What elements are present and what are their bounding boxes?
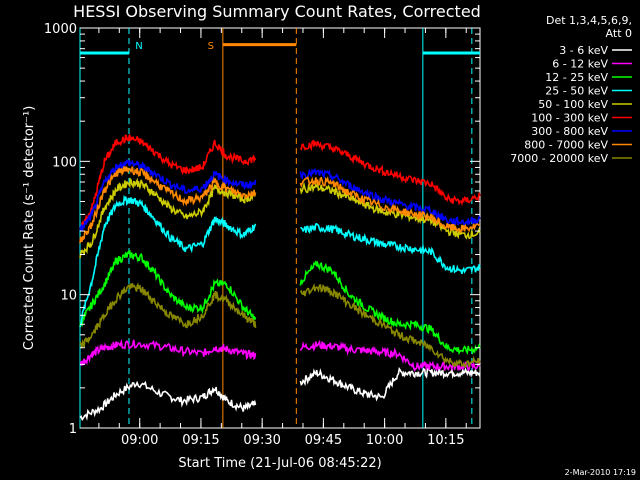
legend-label: 800 - 7000 keV xyxy=(524,139,608,152)
legend-label: 12 - 25 keV xyxy=(545,71,608,84)
legend-label: 7000 - 20000 keV xyxy=(510,152,608,165)
y-tick-label: 1000 xyxy=(44,22,77,37)
y-tick-label: 10 xyxy=(60,289,77,304)
series-line-8-before-gap xyxy=(79,282,257,349)
x-axis-label: Start Time (21-Jul-06 08:45:22) xyxy=(178,456,381,471)
series-line-0-before-gap xyxy=(79,380,257,422)
y-axis-label: Corrected Count Rate (s⁻¹ detector⁻¹) xyxy=(22,106,37,351)
x-tick-label: 09:30 xyxy=(243,433,280,448)
series-line-4-after-gap xyxy=(299,181,481,240)
annotation-label: N xyxy=(135,41,142,52)
legend-label: 300 - 800 keV xyxy=(531,125,608,138)
y-tick-label: 1 xyxy=(69,422,77,437)
legend-header-line-1: Det 1,3,4,5,6,9, xyxy=(546,14,632,27)
series-line-4-before-gap xyxy=(79,177,256,259)
legend-label: 3 - 6 keV xyxy=(559,44,608,57)
series-line-1-after-gap xyxy=(299,339,481,372)
series-line-7-before-gap xyxy=(79,166,257,244)
series-line-7-after-gap xyxy=(299,176,481,234)
annotation-label: S xyxy=(208,41,214,52)
y-tick-label: 100 xyxy=(52,155,77,170)
series-line-0-after-gap xyxy=(299,366,481,402)
series-line-5-after-gap xyxy=(299,139,481,206)
series-line-6-after-gap xyxy=(299,167,481,227)
series-line-2-after-gap xyxy=(299,260,481,356)
x-tick-label: 09:45 xyxy=(305,433,342,448)
series-line-3-before-gap xyxy=(79,194,257,328)
series-line-8-after-gap xyxy=(299,283,481,368)
x-tick-label: 09:00 xyxy=(121,433,158,448)
series-line-3-after-gap xyxy=(300,222,481,274)
ticks-group: 1 10 100 1000 09:00 09:15 09:30 09:45 10:00 10:15 xyxy=(44,22,480,448)
legend-label: 6 - 12 keV xyxy=(552,58,608,71)
x-tick-label: 10:00 xyxy=(366,433,403,448)
series-group xyxy=(79,134,481,422)
legend-header-line-2: Att 0 xyxy=(606,27,632,40)
timestamp-stamp: 2-Mar-2010 17:19 xyxy=(565,468,636,477)
legend-label: 50 - 100 keV xyxy=(538,98,608,111)
legend-label: 25 - 50 keV xyxy=(545,85,608,98)
series-line-2-before-gap xyxy=(79,249,257,328)
series-line-6-before-gap xyxy=(79,158,257,232)
series-line-1-before-gap xyxy=(79,338,257,366)
x-tick-label: 10:15 xyxy=(427,433,464,448)
legend-label: 100 - 300 keV xyxy=(531,112,608,125)
chart-title: HESSI Observing Summary Count Rates, Cor… xyxy=(73,2,481,21)
x-tick-label: 09:15 xyxy=(182,433,219,448)
series-line-5-before-gap xyxy=(79,134,257,232)
